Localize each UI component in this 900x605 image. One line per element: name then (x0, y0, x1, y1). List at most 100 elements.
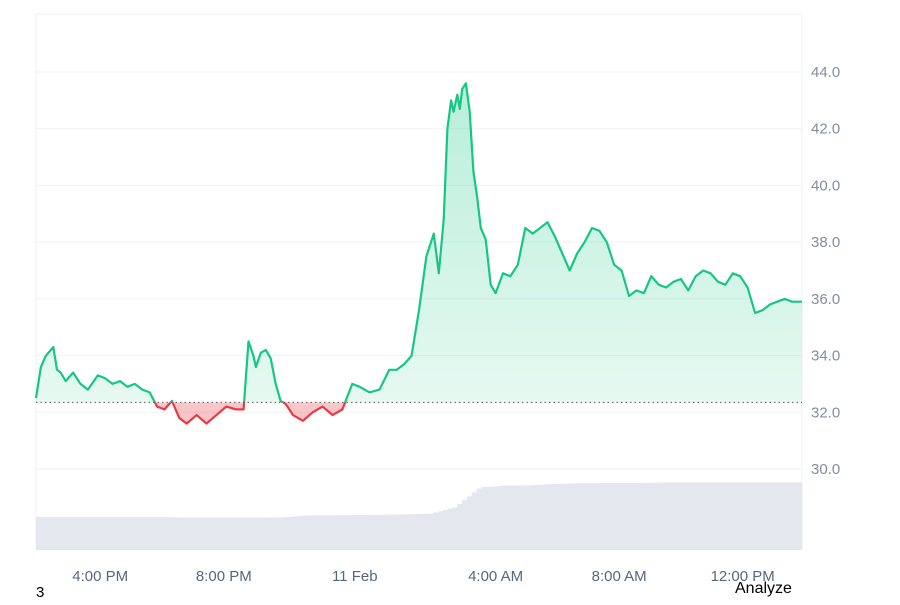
volume-bar (495, 486, 501, 550)
volume-bar (720, 482, 726, 550)
volume-bar (414, 514, 420, 550)
volume-bar (524, 485, 530, 550)
volume-bar (126, 517, 133, 550)
volume-bar (189, 517, 195, 550)
volume-bar (45, 517, 51, 550)
volume-bar (337, 515, 343, 550)
volume-bar (763, 482, 769, 550)
volume-bar (170, 517, 176, 550)
grid-lines (35, 13, 803, 550)
volume-bar (452, 507, 458, 550)
y-tick-label: 40.0 (811, 177, 840, 194)
volume-bar (754, 482, 760, 550)
volume-bar (500, 485, 506, 550)
volume-bar (787, 482, 793, 550)
volume-bar (375, 514, 381, 550)
analyze-button[interactable]: Analyze (735, 580, 792, 597)
volume-bar (308, 515, 314, 550)
volume-bar (490, 486, 496, 550)
volume-bar (691, 482, 697, 550)
volume-bar (55, 517, 61, 550)
volume-bar (758, 482, 764, 550)
volume-bar (682, 482, 688, 550)
volume-bar (347, 515, 353, 550)
volume-bar (313, 515, 319, 550)
volume-bar (179, 517, 185, 550)
volume-bar (576, 483, 583, 550)
volume-bar (74, 517, 80, 550)
x-axis: 4:00 PM 8:00 PM 11 Feb 4:00 AM 8:00 AM 12:00 … (72, 568, 774, 585)
volume-bar (265, 517, 271, 550)
volume-bar (380, 514, 386, 550)
area-above-baseline (36, 83, 802, 403)
volume-bar (246, 517, 252, 550)
volume-bar (629, 482, 635, 550)
volume-bar (103, 517, 109, 550)
volume-bar (280, 517, 286, 550)
volume-bar (36, 517, 42, 550)
volume-bar (79, 517, 85, 550)
volume-bar (466, 496, 472, 550)
volume-bar (299, 515, 305, 550)
volume-bar (596, 483, 602, 550)
volume-bar (366, 514, 372, 550)
volume-bar (706, 482, 712, 550)
volume-bar (198, 517, 204, 550)
volume-bar (227, 517, 233, 550)
volume-bar (667, 482, 674, 550)
volume-bar (711, 482, 717, 550)
volume-bar (160, 517, 166, 550)
volume-bar (270, 517, 276, 550)
volume-bar (620, 483, 626, 550)
volume-bar (112, 517, 118, 550)
volume-bar (356, 514, 362, 550)
volume-bar (304, 515, 310, 550)
volume-bar (294, 516, 300, 550)
footer-left-label: 3 (36, 584, 45, 601)
volume-bar (672, 482, 678, 550)
volume-bar (131, 517, 137, 550)
volume-bar (634, 482, 640, 550)
volume-bar (768, 482, 774, 550)
volume-bar (610, 483, 616, 550)
volume-bar (146, 517, 152, 550)
volume-bar (122, 517, 128, 550)
volume-bar (457, 503, 463, 550)
volume-bar (98, 517, 104, 550)
volume-bar (390, 514, 396, 550)
volume-bar (165, 517, 171, 550)
volume-bar (567, 483, 573, 550)
volume-bar (107, 517, 113, 550)
volume-bar (476, 488, 482, 550)
volume-bar (730, 482, 736, 550)
volume-bar (395, 514, 401, 550)
volume-bar (193, 517, 200, 550)
volume-bar (323, 515, 329, 550)
volume-bar (428, 513, 434, 550)
x-tick-label: 12:00 PM (711, 568, 775, 585)
volume-bar (548, 484, 554, 550)
volume-bar (150, 517, 156, 550)
x-tick-label: 4:00 PM (72, 568, 128, 585)
volume-bar (399, 514, 405, 550)
volume-bars (36, 482, 803, 550)
volume-bar (605, 483, 611, 550)
volume-bar (351, 515, 358, 550)
volume-bar (658, 482, 664, 550)
volume-bar (514, 485, 520, 550)
volume-bar (174, 517, 180, 550)
volume-bar (371, 514, 377, 550)
volume-bar (69, 517, 75, 550)
volume-bar (663, 482, 669, 550)
y-tick-label: 30.0 (811, 461, 840, 478)
series-line-above (34, 82, 802, 403)
y-tick-label: 44.0 (811, 64, 840, 81)
series-line-below (153, 402, 347, 425)
volume-bar (533, 484, 539, 550)
y-tick-label: 34.0 (811, 348, 840, 365)
volume-bar (543, 484, 549, 550)
volume-bar (93, 517, 99, 550)
volume-bar (289, 516, 295, 550)
volume-bar (734, 482, 741, 550)
